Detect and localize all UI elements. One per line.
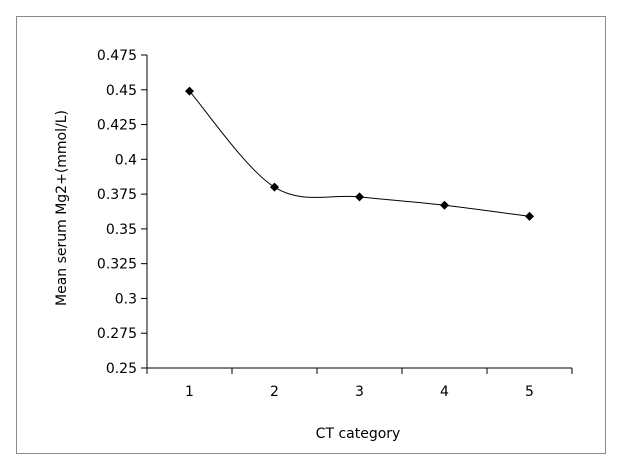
data-point-marker	[185, 86, 194, 96]
x-tick-label: 2	[270, 384, 279, 400]
series-layer	[185, 86, 534, 221]
y-tick-label: 0.425	[97, 118, 137, 134]
y-axis-title: Mean serum Mg2+(mmol/L)	[54, 110, 70, 306]
data-point-marker	[270, 182, 279, 192]
data-point-marker	[440, 200, 449, 210]
x-tick-label: 5	[525, 384, 534, 400]
y-tick-label: 0.325	[97, 257, 137, 273]
x-tick-label: 3	[355, 384, 364, 400]
y-tick-label: 0.35	[106, 222, 137, 238]
y-tick-label: 0.475	[97, 48, 137, 64]
y-tick-label: 0.4	[115, 152, 137, 168]
data-point-marker	[355, 192, 364, 202]
y-tick-label: 0.275	[97, 326, 137, 342]
x-axis: 1 2 3 4 5	[146, 367, 573, 400]
y-tick-label: 0.3	[115, 291, 137, 307]
y-tick-label: 0.45	[106, 83, 137, 99]
y-tick-label: 0.375	[97, 187, 137, 203]
y-tick-label: 0.25	[106, 361, 137, 377]
data-point-marker	[525, 211, 534, 221]
y-axis: 0.25 0.275 0.3 0.325 0.35 0.375 0.4 0.425 0.45 0.…	[97, 48, 148, 377]
x-axis-title: CT category	[316, 426, 401, 442]
x-tick-label: 4	[440, 384, 449, 400]
chart-frame	[16, 16, 606, 454]
x-tick-label: 1	[185, 384, 194, 400]
